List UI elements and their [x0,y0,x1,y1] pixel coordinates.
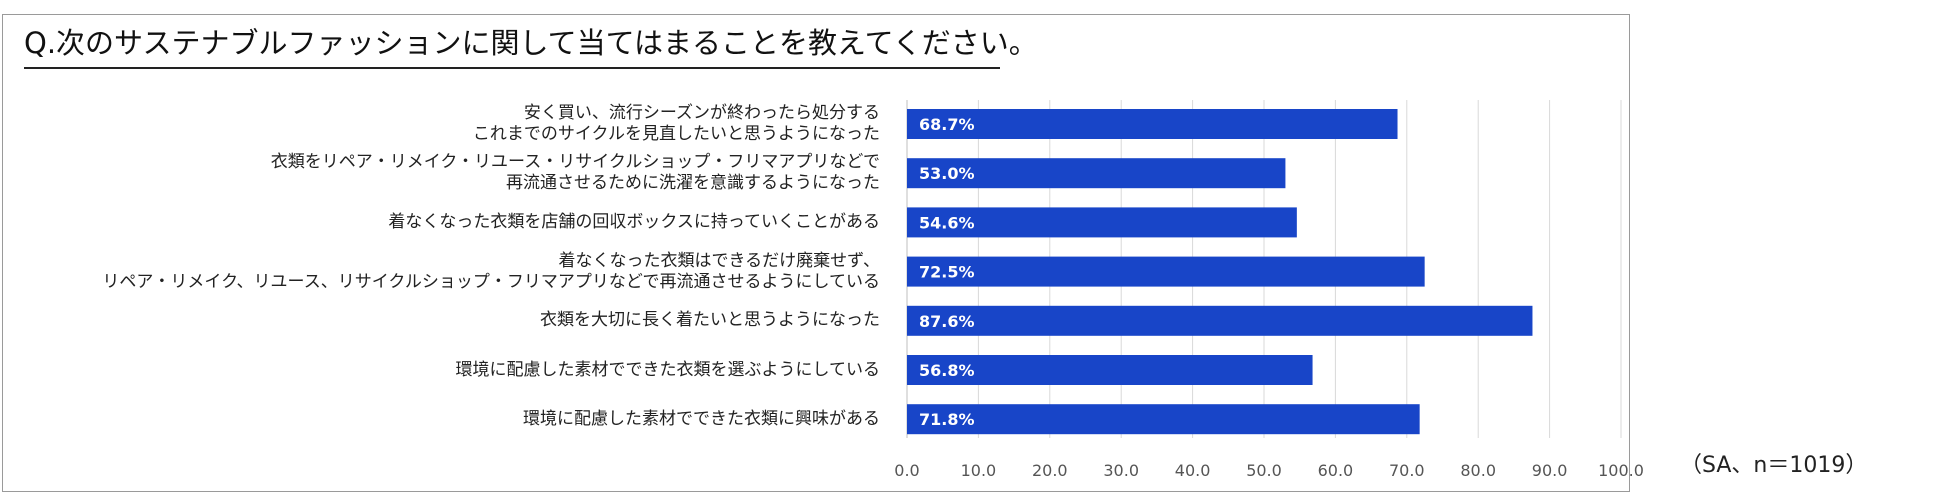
x-tick-label: 90.0 [1532,461,1568,480]
category-label: 環境に配慮した素材でできた衣類に興味がある [523,409,880,430]
x-tick-label: 20.0 [1032,461,1068,480]
bar [907,158,1286,189]
bar-value-label: 53.0% [919,164,975,183]
x-tick-label: 60.0 [1318,461,1354,480]
bar-value-label: 54.6% [919,213,975,232]
bar [907,256,1425,287]
category-label: 安く買い、流行シーズンが終わったら処分する これまでのサイクルを見直したいと思うよ… [473,103,880,145]
title-underline [24,67,1000,69]
bar-value-label: 71.8% [919,410,975,429]
category-label-line: 環境に配慮した素材でできた衣類に興味がある [523,408,880,429]
category-label-line: 衣類を大切に長く着たいと思うようになった [540,310,880,331]
x-tick-label: 100.0 [1598,461,1644,480]
bar [907,404,1420,435]
bar-value-label: 56.8% [919,361,975,380]
bar-value-label: 87.6% [919,312,975,331]
category-label: 着なくなった衣類はできるだけ廃棄せず、 リペア・リメイク、リユース、リサイクルショ… [102,251,880,293]
bar [907,305,1533,336]
category-label-line: 環境に配慮した素材でできた衣類を選ぶようにしている [455,359,881,380]
category-label-line: 着なくなった衣類はできるだけ廃棄せず、 [558,250,880,271]
category-label: 衣類をリペア・リメイク・リユース・リサイクルショップ・フリマアプリなどで 再流通さ… [271,152,880,194]
x-tick-label: 0.0 [894,461,919,480]
category-label-line: これまでのサイクルを見直したいと思うようになった [472,124,880,144]
x-tick-label: 10.0 [961,461,997,480]
bar-value-label: 72.5% [919,263,975,282]
category-label-line: 安く買い、流行シーズンが終わったら処分する [523,103,880,123]
category-label-line: リペア・リメイク、リユース、リサイクルショップ・フリマアプリなどで再流通させるよ… [102,271,880,292]
chart-title: Q.次のサステナブルファッションに関して当てはまることを教えてください。 [24,26,1038,60]
bar-value-label: 68.7% [919,115,975,134]
x-tick-label: 70.0 [1389,461,1425,480]
x-tick-label: 80.0 [1460,461,1496,480]
category-label: 着なくなった衣類を店舗の回収ボックスに持っていくことがある [388,212,880,233]
category-label-line: 衣類をリペア・リメイク・リユース・リサイクルショップ・フリマアプリなどで [270,152,880,173]
x-tick-label: 30.0 [1103,461,1139,480]
category-label: 環境に配慮した素材でできた衣類を選ぶようにしている [456,360,881,381]
x-tick-label: 50.0 [1246,461,1282,480]
sample-size-note: （SA、n＝1019） [1680,453,1868,478]
bar [907,355,1313,385]
category-label: 衣類を大切に長く着たいと思うようになった [540,310,880,331]
x-tick-label: 40.0 [1175,461,1211,480]
category-label-line: 着なくなった衣類を店舗の回収ボックスに持っていくことがある [388,211,880,232]
bar [907,109,1398,139]
category-label-line: 再流通させるために洗濯を意識するようになった [506,173,880,194]
bar [907,207,1297,238]
